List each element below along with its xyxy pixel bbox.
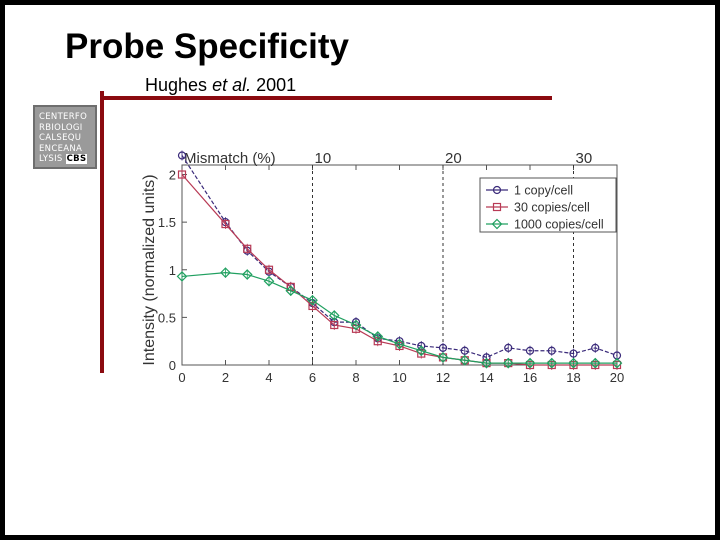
data-point bbox=[459, 354, 471, 366]
data-point bbox=[481, 357, 492, 369]
data-point bbox=[328, 310, 340, 321]
intensity-chart: 0 2 4 6 8 10 12 14 16 18 20 0 0.5 1 1.5 2 Intensity (nor… bbox=[141, 150, 624, 385]
x-tick-label: 12 bbox=[436, 370, 450, 385]
data-point bbox=[504, 343, 513, 352]
data-point bbox=[589, 357, 601, 369]
data-point bbox=[568, 357, 579, 369]
accent-horizontal-bar bbox=[100, 96, 552, 100]
logo-line: LYSIS CBS bbox=[39, 154, 91, 165]
data-point bbox=[547, 346, 556, 355]
legend-label: 30 copies/cell bbox=[514, 201, 590, 215]
x-tick-label: 4 bbox=[265, 370, 272, 385]
slide-subtitle: Hughes et al. 2001 bbox=[145, 75, 296, 96]
y-tick-label: 2 bbox=[169, 168, 176, 183]
y-tick-label: 1.5 bbox=[158, 215, 176, 230]
top-axis-tick-label: 20 bbox=[445, 150, 462, 167]
logo-line-text: LYSIS bbox=[39, 154, 63, 164]
data-point bbox=[307, 294, 318, 306]
data-point bbox=[177, 170, 187, 179]
legend-label: 1 copy/cell bbox=[514, 184, 573, 198]
data-point bbox=[591, 343, 600, 352]
y-axis-label: Intensity (normalized units) bbox=[141, 174, 158, 365]
x-tick-label: 10 bbox=[392, 370, 406, 385]
x-tick-label: 8 bbox=[352, 370, 359, 385]
legend-marker bbox=[492, 202, 502, 212]
data-point bbox=[460, 346, 469, 355]
accent-vertical-bar bbox=[100, 91, 104, 373]
logo-cbs-badge: CBS bbox=[65, 154, 88, 164]
series-diamond bbox=[176, 267, 623, 369]
top-axis-label: Mismatch (%) bbox=[184, 150, 276, 167]
data-point bbox=[220, 267, 231, 278]
x-tick-label: 14 bbox=[479, 370, 493, 385]
data-point bbox=[330, 320, 339, 330]
data-point bbox=[415, 345, 427, 357]
legend-marker bbox=[491, 218, 503, 230]
logo-line: ENCEANA bbox=[39, 143, 83, 154]
logo-line: CENTERFO bbox=[39, 112, 88, 122]
data-point bbox=[264, 265, 274, 274]
x-tick-label: 18 bbox=[566, 370, 580, 385]
cbs-logo: CENTERFO RBIOLOGI CALSEQU ENCEANA LYSIS … bbox=[33, 105, 97, 169]
data-point bbox=[569, 349, 578, 358]
data-point bbox=[438, 343, 448, 352]
x-tick-label: 6 bbox=[309, 370, 316, 385]
top-axis-tick-label: 10 bbox=[315, 150, 332, 167]
data-point bbox=[221, 219, 230, 229]
legend-marker bbox=[492, 185, 502, 195]
data-point bbox=[350, 319, 362, 331]
slide-title: Probe Specificity bbox=[65, 27, 349, 66]
x-tick-label: 16 bbox=[523, 370, 537, 385]
data-point bbox=[546, 357, 558, 369]
data-point bbox=[177, 151, 187, 160]
logo-line: RBIOLOGI bbox=[39, 122, 83, 133]
top-axis-tick-label: 30 bbox=[576, 150, 593, 167]
data-point bbox=[285, 285, 297, 297]
data-point bbox=[372, 331, 384, 342]
subtitle-year: 2001 bbox=[256, 75, 297, 95]
legend-box bbox=[479, 177, 617, 233]
data-point bbox=[524, 357, 536, 369]
logo-line: CALSEQU bbox=[39, 133, 82, 143]
x-tick-label: 2 bbox=[222, 370, 229, 385]
legend-label: 1000 copies/cell bbox=[514, 218, 604, 232]
data-point bbox=[437, 352, 449, 363]
chart-series bbox=[176, 150, 623, 370]
data-point bbox=[263, 275, 275, 287]
y-tick-label: 1 bbox=[169, 263, 176, 278]
data-point bbox=[241, 269, 253, 280]
y-tick-label: 0 bbox=[169, 358, 176, 373]
data-point bbox=[502, 357, 514, 369]
data-point bbox=[176, 271, 188, 282]
x-tick-label: 0 bbox=[178, 370, 185, 385]
x-tick-label: 20 bbox=[610, 370, 624, 385]
slide: Probe Specificity Hughes et al. 2001 CEN… bbox=[5, 5, 715, 535]
subtitle-author: Hughes bbox=[145, 75, 208, 95]
y-tick-label: 0.5 bbox=[158, 310, 176, 325]
data-point bbox=[243, 244, 252, 253]
data-point bbox=[394, 338, 405, 350]
chart-legend: 1 copy/cell 30 copies/cell 1000 copies/cel… bbox=[479, 177, 617, 233]
chart-axes: 0 2 4 6 8 10 12 14 16 18 20 0 0.5 1 1.5 2 Intensity (nor… bbox=[141, 150, 624, 385]
subtitle-et-al: et al. bbox=[212, 75, 252, 95]
data-point bbox=[611, 357, 623, 369]
data-point bbox=[525, 346, 535, 355]
